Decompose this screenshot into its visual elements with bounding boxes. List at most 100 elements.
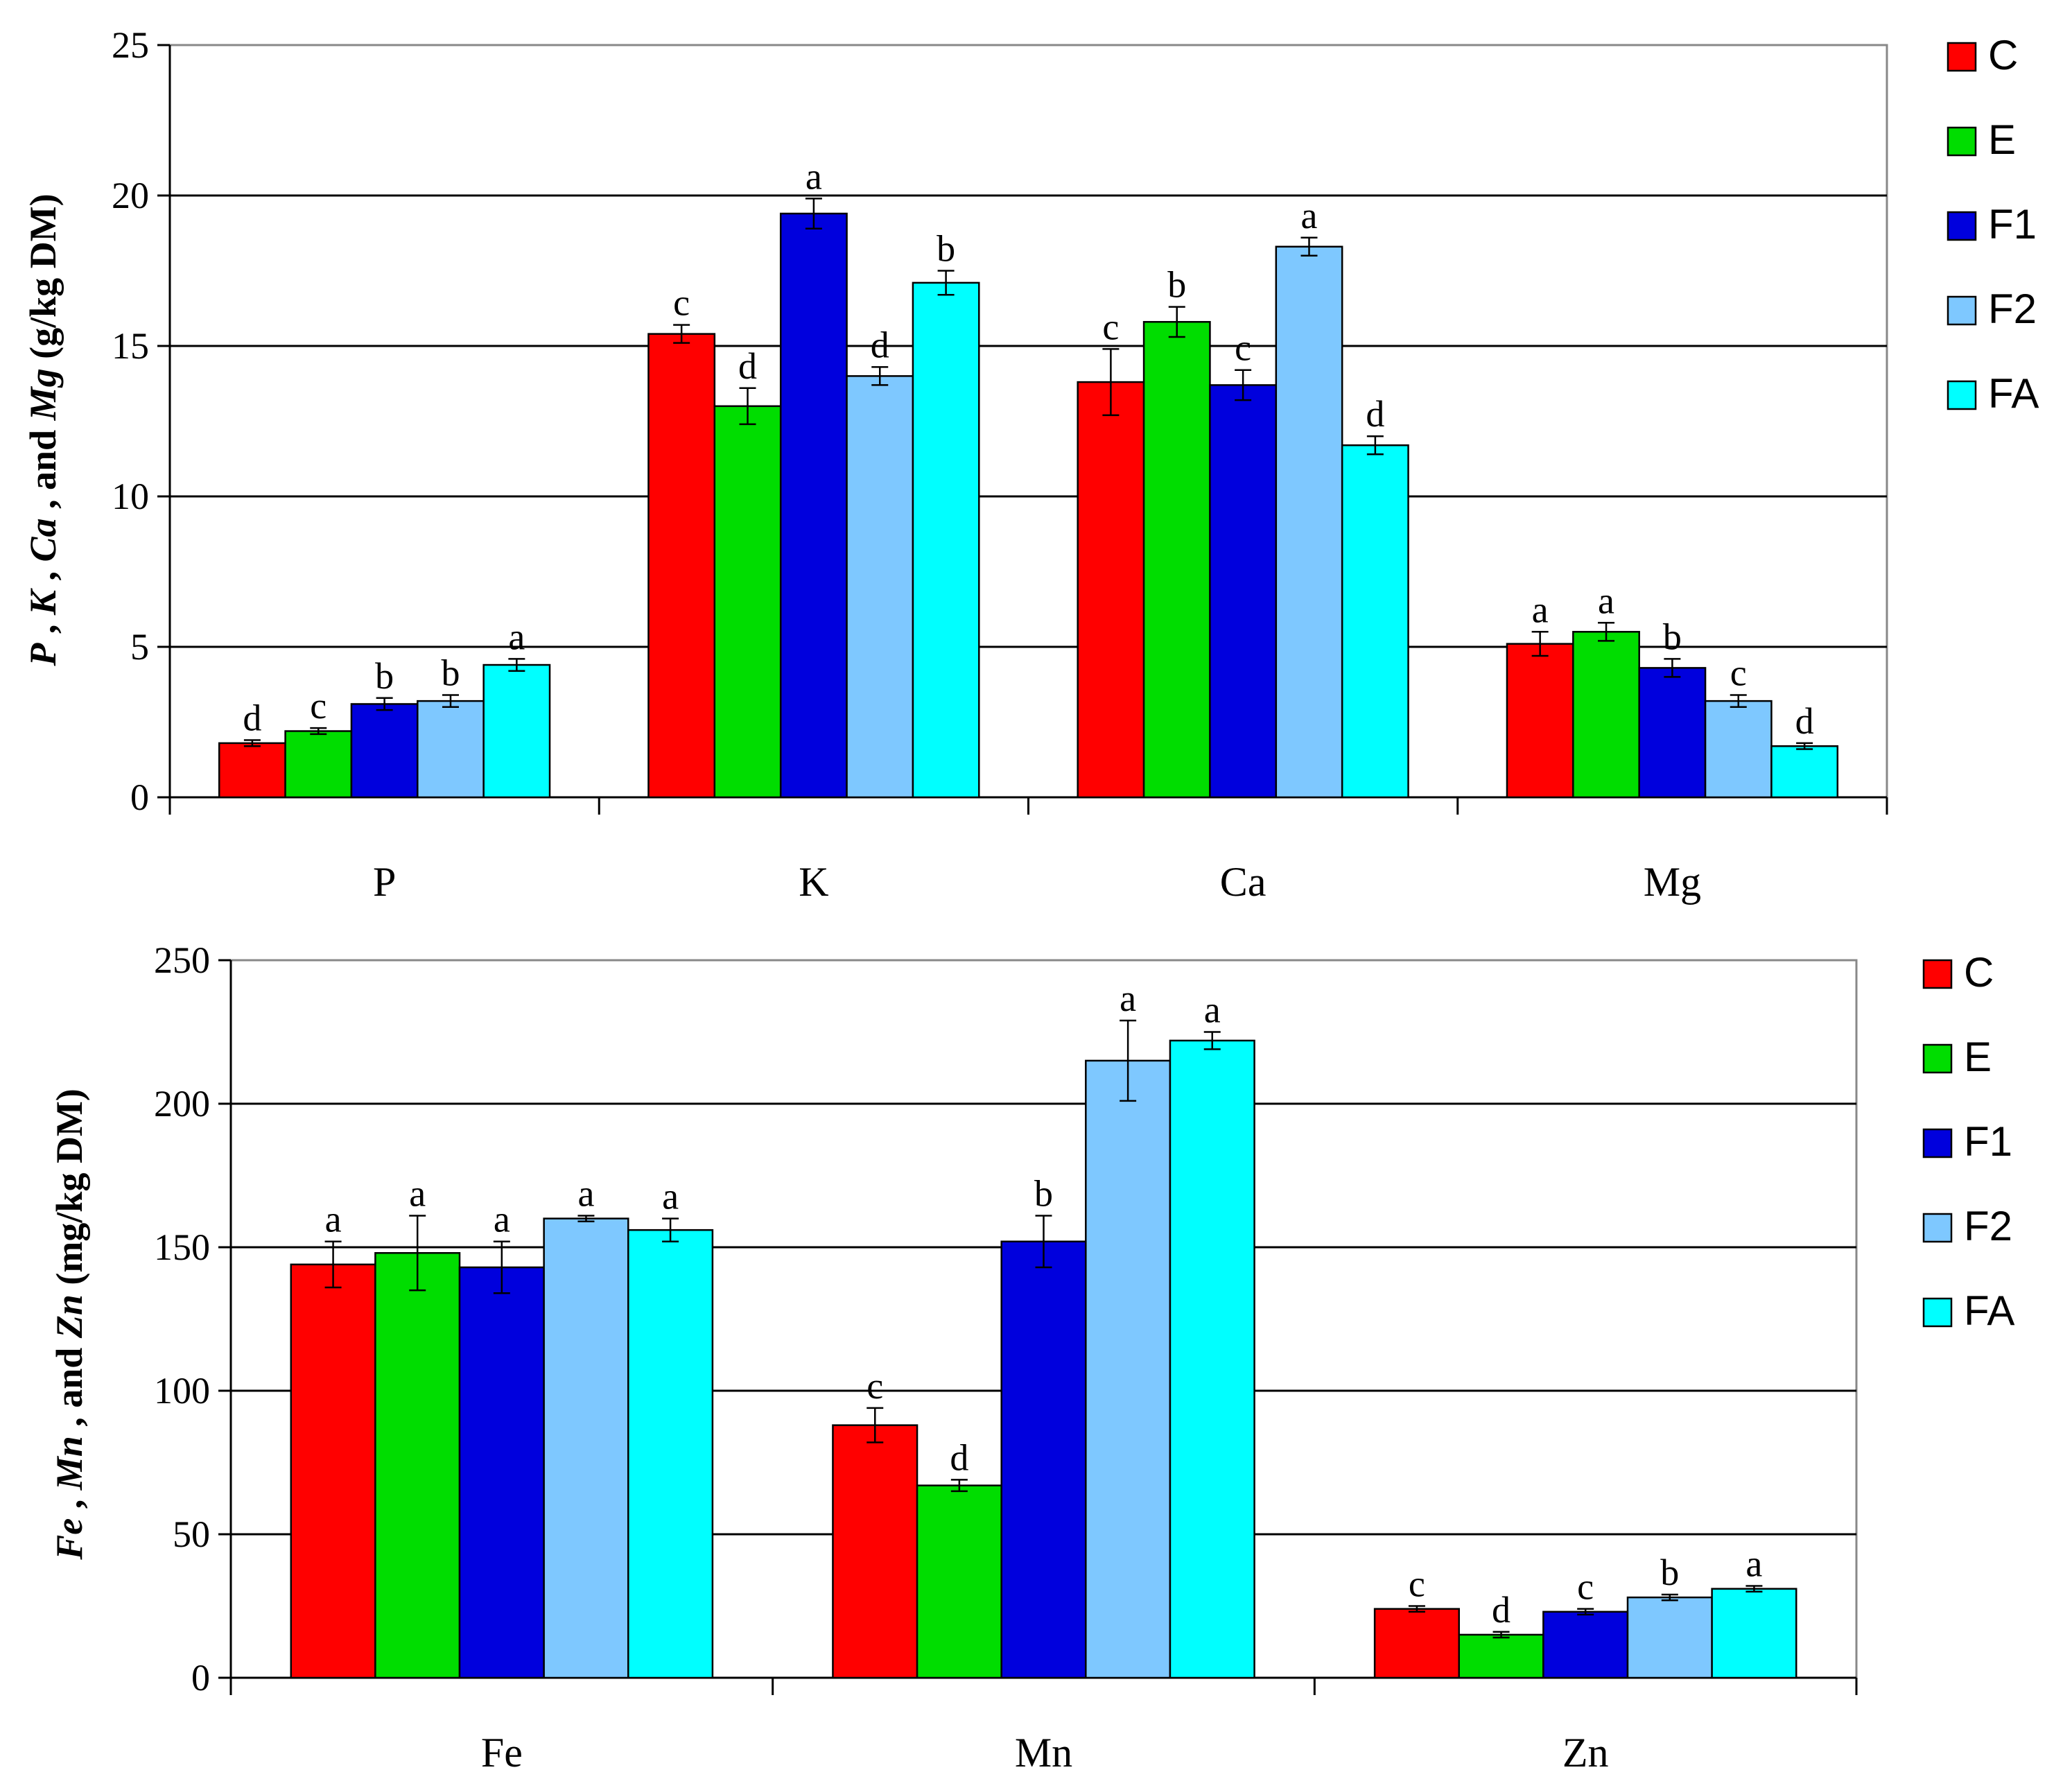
- legend-label-f1: F1: [1988, 201, 2037, 248]
- y-tick-label: 5: [130, 626, 149, 668]
- legend-label-f1: F1: [1964, 1118, 2012, 1165]
- y-label-italic-part: Fe: [49, 1518, 90, 1561]
- bar-c-k: [647, 333, 716, 799]
- bar-e-ca: [1142, 321, 1211, 799]
- y-tick-label: 20: [112, 175, 149, 216]
- significance-letter: c: [1409, 1563, 1425, 1605]
- bar-c-p: [218, 742, 286, 799]
- legend-label-fa: FA: [1964, 1287, 2014, 1334]
- bar-f1-mg: [1638, 667, 1707, 799]
- legend-label-e: E: [1964, 1034, 1992, 1080]
- bar-e-p: [284, 730, 353, 799]
- bar-fa-ca: [1341, 444, 1409, 799]
- y-tick-label: 10: [112, 476, 149, 517]
- significance-letter: b: [1663, 616, 1682, 657]
- bar-f2-mg: [1704, 700, 1773, 799]
- legend-swatch-e: [1947, 126, 1977, 157]
- bar-fa-zn: [1711, 1588, 1797, 1679]
- bar-f1-k: [779, 212, 848, 799]
- significance-letter: a: [1532, 589, 1549, 630]
- bar-f1-zn: [1542, 1611, 1629, 1679]
- y-label-part: ,: [22, 562, 64, 591]
- bar-f2-ca: [1275, 245, 1343, 799]
- category-label-zn: Zn: [1562, 1730, 1609, 1776]
- significance-letter: b: [1034, 1172, 1053, 1214]
- legend-label-fa: FA: [1988, 370, 2039, 417]
- significance-letter: d: [738, 345, 757, 387]
- y-tick-label: 50: [173, 1513, 210, 1555]
- y-tick-label: 15: [112, 325, 149, 367]
- legend-swatch-f2: [1922, 1213, 1953, 1243]
- y-label-italic-part: P: [22, 643, 64, 667]
- significance-letter: d: [1366, 393, 1384, 435]
- y-tick-label: 0: [191, 1657, 210, 1699]
- bar-f2-fe: [543, 1217, 629, 1679]
- y-tick-label: 200: [154, 1083, 210, 1125]
- significance-letter: a: [662, 1176, 679, 1217]
- y-axis-label: Fe , Mn , and Zn (mg/kg DM): [49, 1088, 90, 1561]
- legend-swatch-f1: [1922, 1128, 1953, 1158]
- significance-letter: b: [1167, 264, 1186, 306]
- y-label-italic-part: K: [22, 587, 64, 616]
- y-tick-label: 100: [154, 1370, 210, 1412]
- bar-f1-ca: [1209, 384, 1278, 799]
- bar-f2-k: [846, 375, 914, 799]
- bar-c-mg: [1506, 643, 1574, 799]
- bar-f2-zn: [1626, 1596, 1713, 1679]
- y-label-italic-part: Mn: [49, 1436, 90, 1491]
- significance-letter: a: [325, 1199, 342, 1240]
- micronutrient-chart: 0 50 100 150 200 250 Fe Mn Zn a c c a d d a b c a a b a a a CE F1…: [49, 939, 2014, 1776]
- y-axis-label: P , K , Ca , and Mg (g/kg DM): [22, 193, 64, 666]
- legend-swatch-c: [1922, 959, 1953, 989]
- significance-letter: a: [1745, 1543, 1762, 1585]
- bar-f2-p: [417, 700, 485, 799]
- legend-swatch-c: [1947, 42, 1977, 72]
- bar-c-mn: [832, 1424, 919, 1679]
- category-label-ca: Ca: [1220, 859, 1266, 905]
- bar-e-zn: [1458, 1633, 1544, 1679]
- bar-e-k: [713, 405, 782, 799]
- significance-letter: a: [494, 1199, 510, 1240]
- significance-letter: c: [867, 1365, 883, 1407]
- significance-letter: c: [673, 282, 690, 324]
- y-tick-label: 250: [154, 939, 210, 981]
- legend-label-f2: F2: [1988, 286, 2037, 332]
- bar-fa-k: [912, 281, 980, 799]
- bar-e-fe: [374, 1252, 461, 1679]
- y-label-part: , and: [49, 1338, 90, 1436]
- y-tick-label: 25: [112, 24, 149, 66]
- legend-label-c: C: [1988, 32, 2018, 78]
- significance-letter: b: [375, 655, 394, 697]
- significance-letter: c: [310, 685, 327, 727]
- bar-fa-mg: [1770, 745, 1839, 799]
- y-tick-label: 150: [154, 1226, 210, 1268]
- bar-c-ca: [1077, 381, 1145, 799]
- significance-letter: a: [1301, 195, 1318, 236]
- bar-e-mn: [916, 1484, 1002, 1679]
- significance-letter: a: [409, 1172, 426, 1214]
- significance-letter: a: [1120, 978, 1136, 1019]
- significance-letter: d: [950, 1437, 968, 1478]
- legend-swatch-fa: [1922, 1297, 1953, 1328]
- bar-f1-fe: [458, 1266, 545, 1679]
- macronutrient-chart: 0 5 10 15 20 25 P K Ca Mg d c c a c d b a b a c b b d a c a b d d CE F1…: [22, 24, 2039, 905]
- bar-f1-p: [350, 703, 419, 799]
- significance-letter: d: [1492, 1589, 1511, 1631]
- bar-e-mg: [1572, 631, 1640, 799]
- category-label-p: P: [373, 859, 396, 905]
- y-tick-label: 0: [130, 776, 149, 818]
- category-label-mg: Mg: [1644, 859, 1701, 905]
- significance-letter: a: [806, 155, 822, 197]
- significance-letter: a: [508, 616, 525, 657]
- y-label-part: ,: [49, 1490, 90, 1518]
- significance-letter: b: [937, 228, 955, 270]
- significance-letter: c: [1730, 652, 1747, 693]
- significance-letter: b: [1660, 1552, 1679, 1593]
- y-label-part: (g/kg DM): [22, 193, 64, 368]
- legend-label-e: E: [1988, 116, 2016, 163]
- legend-swatch-f2: [1947, 295, 1977, 326]
- significance-letter: a: [577, 1172, 594, 1214]
- bar-f1-mn: [1000, 1240, 1087, 1679]
- legend-label-c: C: [1964, 949, 1994, 996]
